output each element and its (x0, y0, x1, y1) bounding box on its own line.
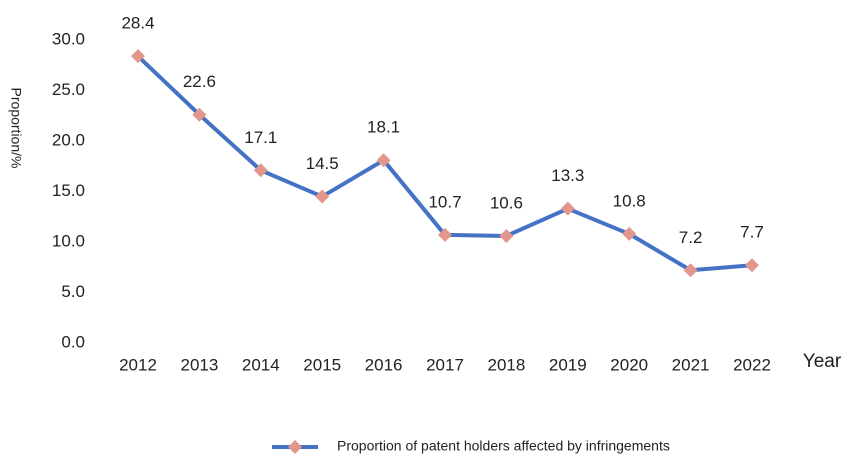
x-tick-label: 2020 (610, 355, 648, 374)
x-axis-label: Year (803, 351, 842, 372)
marker (376, 153, 391, 168)
data-label: 14.5 (306, 154, 339, 173)
x-tick-label: 2013 (180, 355, 218, 374)
data-label: 18.1 (367, 118, 400, 137)
marker (438, 227, 452, 242)
x-tick-label: 2016 (365, 355, 403, 374)
data-label: 10.8 (613, 191, 646, 210)
y-tick-label: 5.0 (61, 282, 85, 301)
x-tick-label: 2019 (549, 355, 587, 374)
y-axis-label: Proportion/% (8, 88, 24, 169)
data-label: 10.7 (428, 192, 461, 211)
x-tick-label: 2017 (426, 355, 464, 374)
x-tick-label: 2021 (672, 355, 710, 374)
y-tick-label: 30.0 (52, 29, 85, 48)
marker (192, 107, 207, 122)
y-tick-label: 15.0 (52, 181, 85, 200)
marker (499, 228, 514, 243)
marker (560, 201, 575, 216)
marker (622, 226, 637, 241)
marker (315, 189, 330, 204)
data-label: 17.1 (244, 128, 277, 147)
y-tick-label: 0.0 (61, 332, 85, 351)
data-label: 22.6 (183, 72, 216, 91)
legend-label: Proportion of patent holders affected by… (337, 438, 670, 454)
marker (253, 163, 268, 178)
marker (131, 49, 145, 64)
marker (745, 258, 759, 273)
legend-marker (288, 440, 302, 454)
x-tick-label: 2018 (487, 355, 525, 374)
data-label: 13.3 (551, 166, 584, 185)
y-tick-label: 25.0 (52, 80, 85, 99)
x-tick-label: 2012 (119, 355, 157, 374)
y-tick-label: 20.0 (52, 130, 85, 149)
data-label: 7.2 (679, 228, 703, 247)
data-label: 10.6 (490, 193, 523, 212)
marker (683, 263, 698, 278)
y-tick-label: 10.0 (52, 231, 85, 250)
data-label: 28.4 (121, 14, 154, 33)
x-tick-label: 2015 (303, 355, 341, 374)
data-label: 7.7 (740, 223, 764, 242)
x-tick-label: 2014 (242, 355, 280, 374)
x-tick-label: 2022 (733, 355, 771, 374)
